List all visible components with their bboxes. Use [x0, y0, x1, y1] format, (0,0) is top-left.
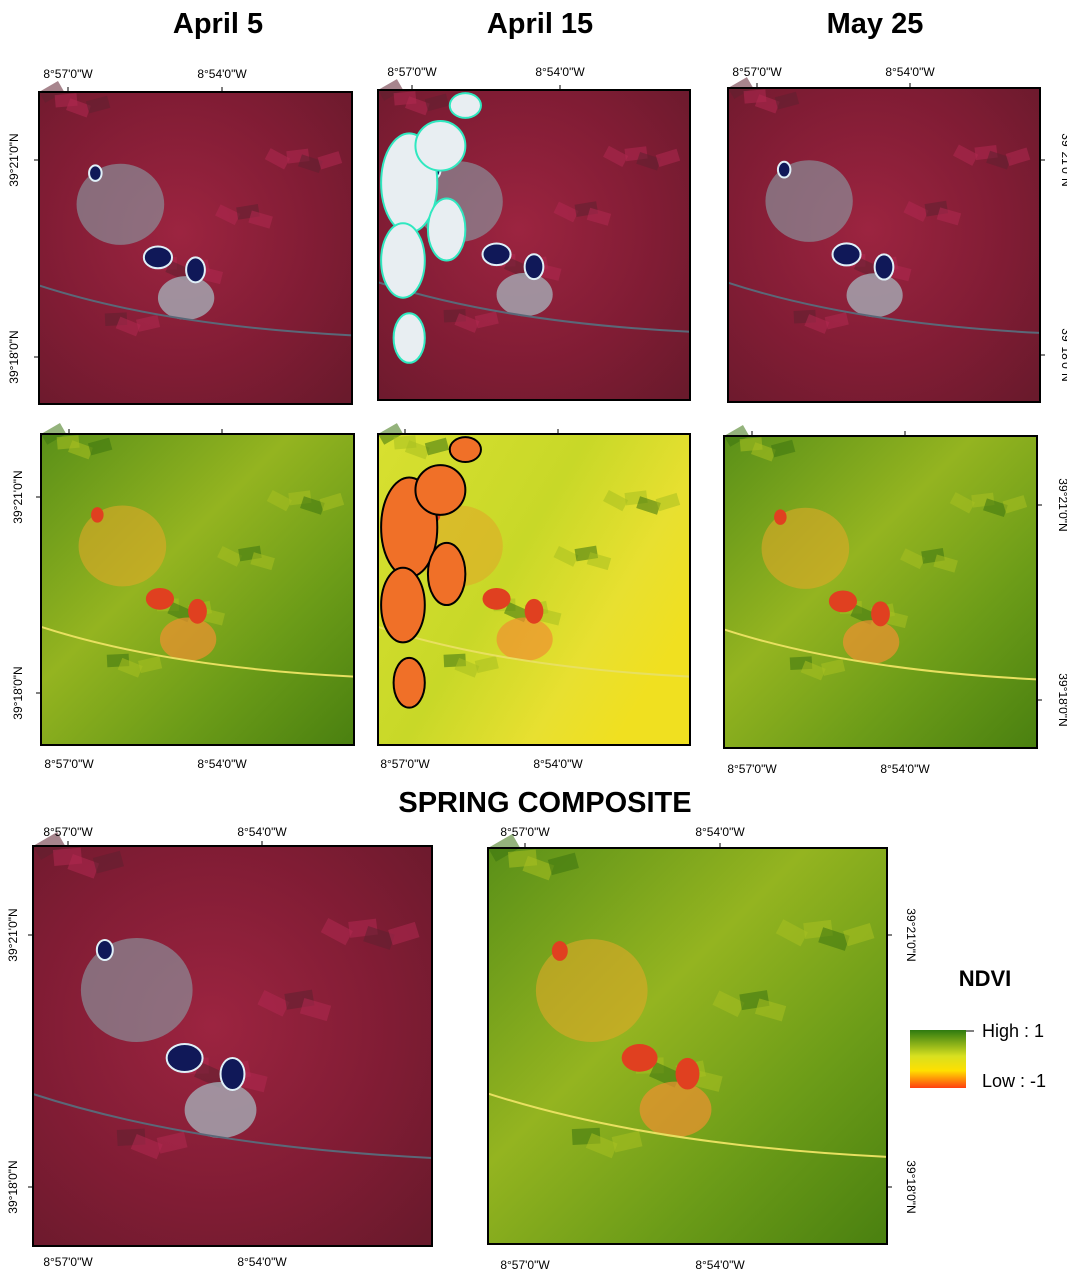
column-title: April 15	[487, 8, 593, 40]
urban-area	[160, 617, 216, 661]
latitude-label: 39°18'0"N	[6, 1160, 20, 1213]
longitude-label: 8°57'0"W	[387, 65, 437, 79]
map-panel	[33, 832, 432, 1246]
longitude-label: 8°57'0"W	[727, 762, 777, 776]
legend-title: NDVI	[959, 966, 1012, 991]
map-image	[41, 434, 354, 745]
lake	[774, 509, 787, 525]
lake	[622, 1044, 658, 1072]
lake	[186, 257, 205, 282]
lake	[525, 254, 544, 279]
latitude-label: 39°18'0"N	[7, 330, 21, 383]
latitude-label: 39°18'0"N	[11, 666, 25, 719]
longitude-label: 8°57'0"W	[43, 1255, 93, 1269]
longitude-label: 8°57'0"W	[44, 757, 94, 771]
cloud	[381, 223, 425, 297]
column-title: May 25	[827, 8, 924, 40]
longitude-label: 8°54'0"W	[533, 757, 583, 771]
composite-title: SPRING COMPOSITE	[398, 787, 691, 819]
map-panel	[728, 77, 1040, 402]
lake	[676, 1058, 700, 1090]
urban-area	[497, 617, 553, 661]
cloud	[415, 465, 465, 515]
urban-area	[185, 1082, 257, 1138]
cloud	[415, 121, 465, 171]
map-image	[488, 848, 887, 1244]
cloud	[450, 437, 481, 462]
urban-area	[847, 273, 903, 317]
lake	[91, 507, 104, 523]
longitude-label: 8°54'0"W	[237, 1255, 287, 1269]
longitude-label: 8°57'0"W	[380, 757, 430, 771]
lake	[146, 588, 174, 610]
map-image	[39, 92, 352, 404]
urban-area	[497, 273, 553, 316]
lake	[167, 1044, 203, 1072]
lake	[875, 254, 894, 279]
lake	[871, 601, 890, 626]
lake	[221, 1058, 245, 1090]
latitude-label: 39°18'0"N	[1059, 328, 1067, 381]
latitude-label: 39°21'0"N	[6, 908, 20, 961]
latitude-label: 39°21'0"N	[1059, 133, 1067, 186]
urban-area	[158, 276, 214, 320]
lake	[97, 940, 113, 960]
map-panel	[724, 425, 1037, 748]
cloud	[394, 658, 425, 708]
latitude-label: 39°21'0"N	[11, 470, 25, 523]
lake	[188, 599, 207, 624]
longitude-label: 8°57'0"W	[43, 825, 93, 839]
cloud	[381, 568, 425, 643]
longitude-label: 8°57'0"W	[500, 825, 550, 839]
latitude-label: 39°18'0"N	[904, 1160, 918, 1213]
map-panel	[488, 834, 887, 1244]
latitude-label: 39°21'0"N	[904, 908, 918, 961]
lake	[829, 590, 857, 612]
lake	[833, 243, 861, 265]
map-image	[33, 846, 432, 1246]
longitude-label: 8°57'0"W	[43, 67, 93, 81]
cloud	[450, 93, 481, 118]
latitude-label: 39°21'0"N	[7, 133, 21, 186]
cloud	[428, 543, 465, 605]
lake	[89, 165, 102, 181]
lake	[525, 599, 544, 624]
lake	[483, 588, 511, 610]
map-image	[724, 436, 1037, 748]
longitude-label: 8°54'0"W	[535, 65, 585, 79]
figure: April 5 April 15 May 25 SPRING COMPOSITE…	[0, 0, 1067, 1273]
urban-area	[843, 620, 899, 664]
latitude-label: 39°21'0"N	[1056, 478, 1067, 531]
longitude-label: 8°54'0"W	[197, 67, 247, 81]
longitude-label: 8°54'0"W	[237, 825, 287, 839]
lake	[483, 243, 511, 265]
urban-area	[640, 1082, 712, 1137]
cloud	[428, 199, 465, 261]
map-panel	[41, 423, 354, 745]
longitude-label: 8°54'0"W	[197, 757, 247, 771]
map-image	[728, 88, 1040, 402]
lake	[778, 162, 790, 178]
lake	[552, 941, 568, 961]
longitude-label: 8°54'0"W	[885, 65, 935, 79]
lake	[144, 246, 172, 268]
latitude-label: 39°18'0"N	[1056, 673, 1067, 726]
map-panel	[39, 81, 352, 404]
legend-ramp	[910, 1030, 966, 1088]
longitude-label: 8°57'0"W	[732, 65, 782, 79]
longitude-label: 8°54'0"W	[695, 825, 745, 839]
map-panel	[378, 423, 690, 745]
map-panel	[378, 79, 690, 400]
legend-low: Low : -1	[982, 1071, 1046, 1091]
longitude-label: 8°54'0"W	[880, 762, 930, 776]
longitude-label: 8°57'0"W	[500, 1258, 550, 1272]
cloud	[394, 313, 425, 363]
legend-high: High : 1	[982, 1021, 1044, 1041]
longitude-label: 8°54'0"W	[695, 1258, 745, 1272]
column-title: April 5	[173, 8, 263, 40]
